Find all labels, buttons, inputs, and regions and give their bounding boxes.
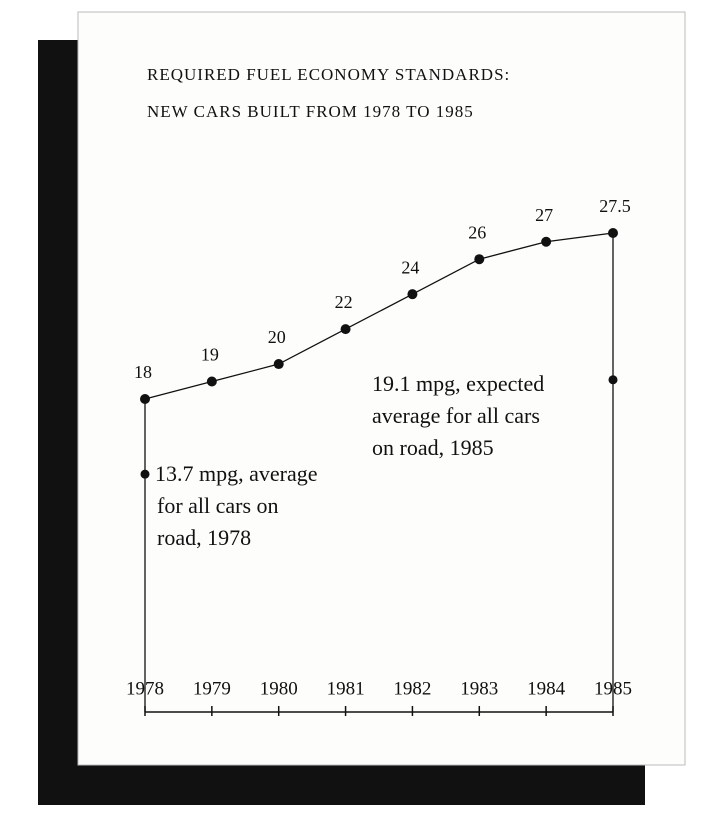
- value-label: 18: [134, 362, 152, 382]
- annotation-point: [608, 375, 618, 385]
- annotation-text: for all cars on: [157, 493, 279, 518]
- x-tick-label: 1980: [260, 678, 298, 699]
- x-tick-label: 1984: [527, 678, 566, 699]
- point: [140, 394, 150, 404]
- annotation-text: road, 1978: [157, 525, 251, 550]
- point: [474, 254, 485, 265]
- value-label: 20: [268, 327, 286, 347]
- annotation-text: 19.1 mpg, expected: [372, 371, 544, 396]
- value-label: 27.5: [599, 196, 631, 216]
- point: [407, 289, 418, 300]
- x-tick-label: 1983: [460, 678, 498, 699]
- x-tick-label: 1982: [393, 678, 431, 699]
- chart-title: REQUIRED FUEL ECONOMY STANDARDS:: [147, 65, 510, 84]
- point: [206, 376, 217, 387]
- point: [608, 228, 618, 238]
- point: [541, 236, 552, 247]
- annotation-point: [140, 469, 150, 479]
- value-label: 22: [335, 292, 353, 312]
- annotation-text: average for all cars: [372, 403, 540, 428]
- point: [340, 324, 351, 335]
- chart-subtitle: NEW CARS BUILT FROM 1978 TO 1985: [147, 102, 474, 121]
- x-tick-label: 1979: [193, 678, 231, 699]
- line: [144, 232, 614, 400]
- x-tick-label: 1981: [327, 678, 365, 699]
- paper: [77, 11, 686, 766]
- annotation-text: 13.7 mpg, average: [155, 461, 318, 486]
- value-label: 19: [201, 345, 219, 365]
- annotation-text: on road, 1985: [372, 435, 494, 460]
- value-label: 26: [468, 222, 486, 242]
- value-label: 27: [535, 205, 553, 225]
- point: [273, 359, 284, 370]
- value-label: 24: [401, 257, 419, 277]
